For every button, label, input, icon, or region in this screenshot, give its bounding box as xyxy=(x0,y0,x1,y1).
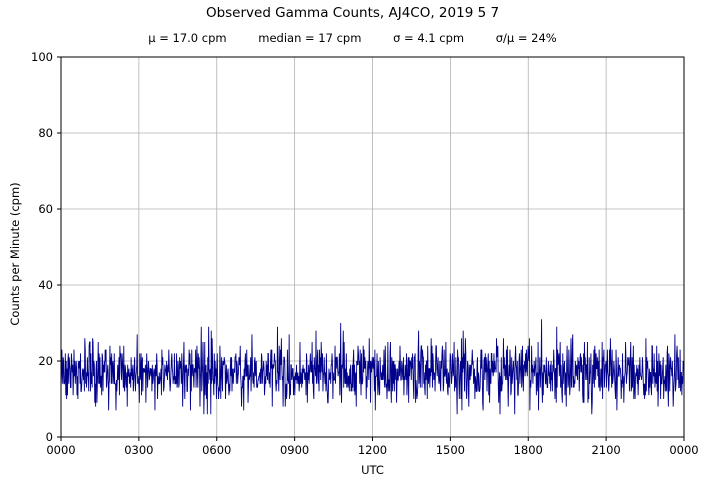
x-tick-label: 1500 xyxy=(436,443,465,457)
x-tick-label: 0000 xyxy=(669,443,698,457)
stat-sigma: σ = 4.1 cpm xyxy=(393,31,465,45)
stat-mean: μ = 17.0 cpm xyxy=(148,31,227,45)
x-tick-label: 0300 xyxy=(124,443,153,457)
y-tick-label: 100 xyxy=(31,50,53,64)
stat-median: median = 17 cpm xyxy=(258,31,362,45)
x-axis-label: UTC xyxy=(361,463,384,477)
y-tick-label: 60 xyxy=(38,202,53,216)
x-tick-label: 0000 xyxy=(46,443,75,457)
x-tick-label: 0900 xyxy=(280,443,309,457)
axis-ticks xyxy=(57,56,685,441)
y-tick-label: 80 xyxy=(38,126,53,140)
x-tick-label: 1200 xyxy=(358,443,387,457)
x-tick-label: 2100 xyxy=(591,443,620,457)
y-tick-label: 40 xyxy=(38,278,53,292)
gamma-counts-series-line xyxy=(60,319,685,415)
y-tick-label: 0 xyxy=(46,430,53,444)
stat-sigma-over-mu: σ/μ = 24% xyxy=(495,31,557,45)
y-tick-label: 20 xyxy=(38,354,53,368)
chart-title: Observed Gamma Counts, AJ4CO, 2019 5 7 xyxy=(205,5,500,21)
x-tick-label: 1800 xyxy=(514,443,543,457)
axis-tick-labels: 0000 0300 0600 0900 1200 1500 1800 2100 00000204… xyxy=(31,50,699,457)
chart-stats-line: μ = 17.0 cpm median = 17 cpm σ = 4.1 cpm… xyxy=(0,31,705,45)
x-tick-label: 0600 xyxy=(202,443,231,457)
